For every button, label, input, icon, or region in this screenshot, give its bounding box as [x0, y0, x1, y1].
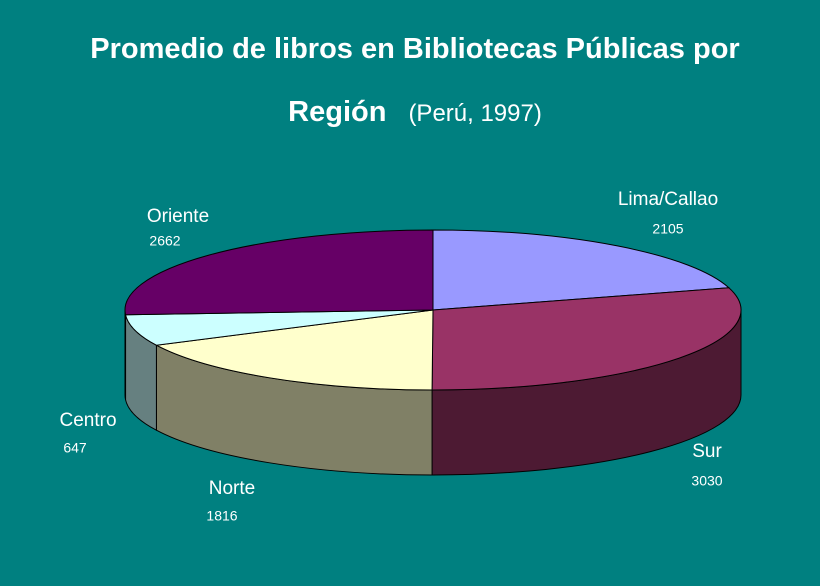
- slice-value: 2105: [652, 221, 683, 237]
- slice-value: 647: [63, 440, 87, 456]
- slice-value: 1816: [206, 508, 237, 524]
- slice: [154, 309, 434, 391]
- title-box: Promedio de libros en Bibliotecas Públic…: [40, 20, 790, 146]
- chart-title: Promedio de libros en Bibliotecas Públic…: [90, 33, 740, 128]
- slice-label: Centro: [59, 410, 116, 431]
- slice: [431, 287, 742, 391]
- chart-subtitle: (Perú, 1997): [408, 100, 542, 127]
- slice: [124, 229, 434, 316]
- slice-value: 2662: [149, 233, 180, 249]
- slice-label: Sur: [692, 441, 722, 462]
- slice: [124, 309, 434, 346]
- slice-label: Oriente: [147, 206, 209, 227]
- slice-label: Norte: [209, 478, 255, 499]
- slice-value: 3030: [691, 473, 722, 489]
- slice-side: [124, 309, 127, 400]
- slice: [432, 229, 731, 311]
- slice-label: Lima/Callao: [618, 189, 718, 210]
